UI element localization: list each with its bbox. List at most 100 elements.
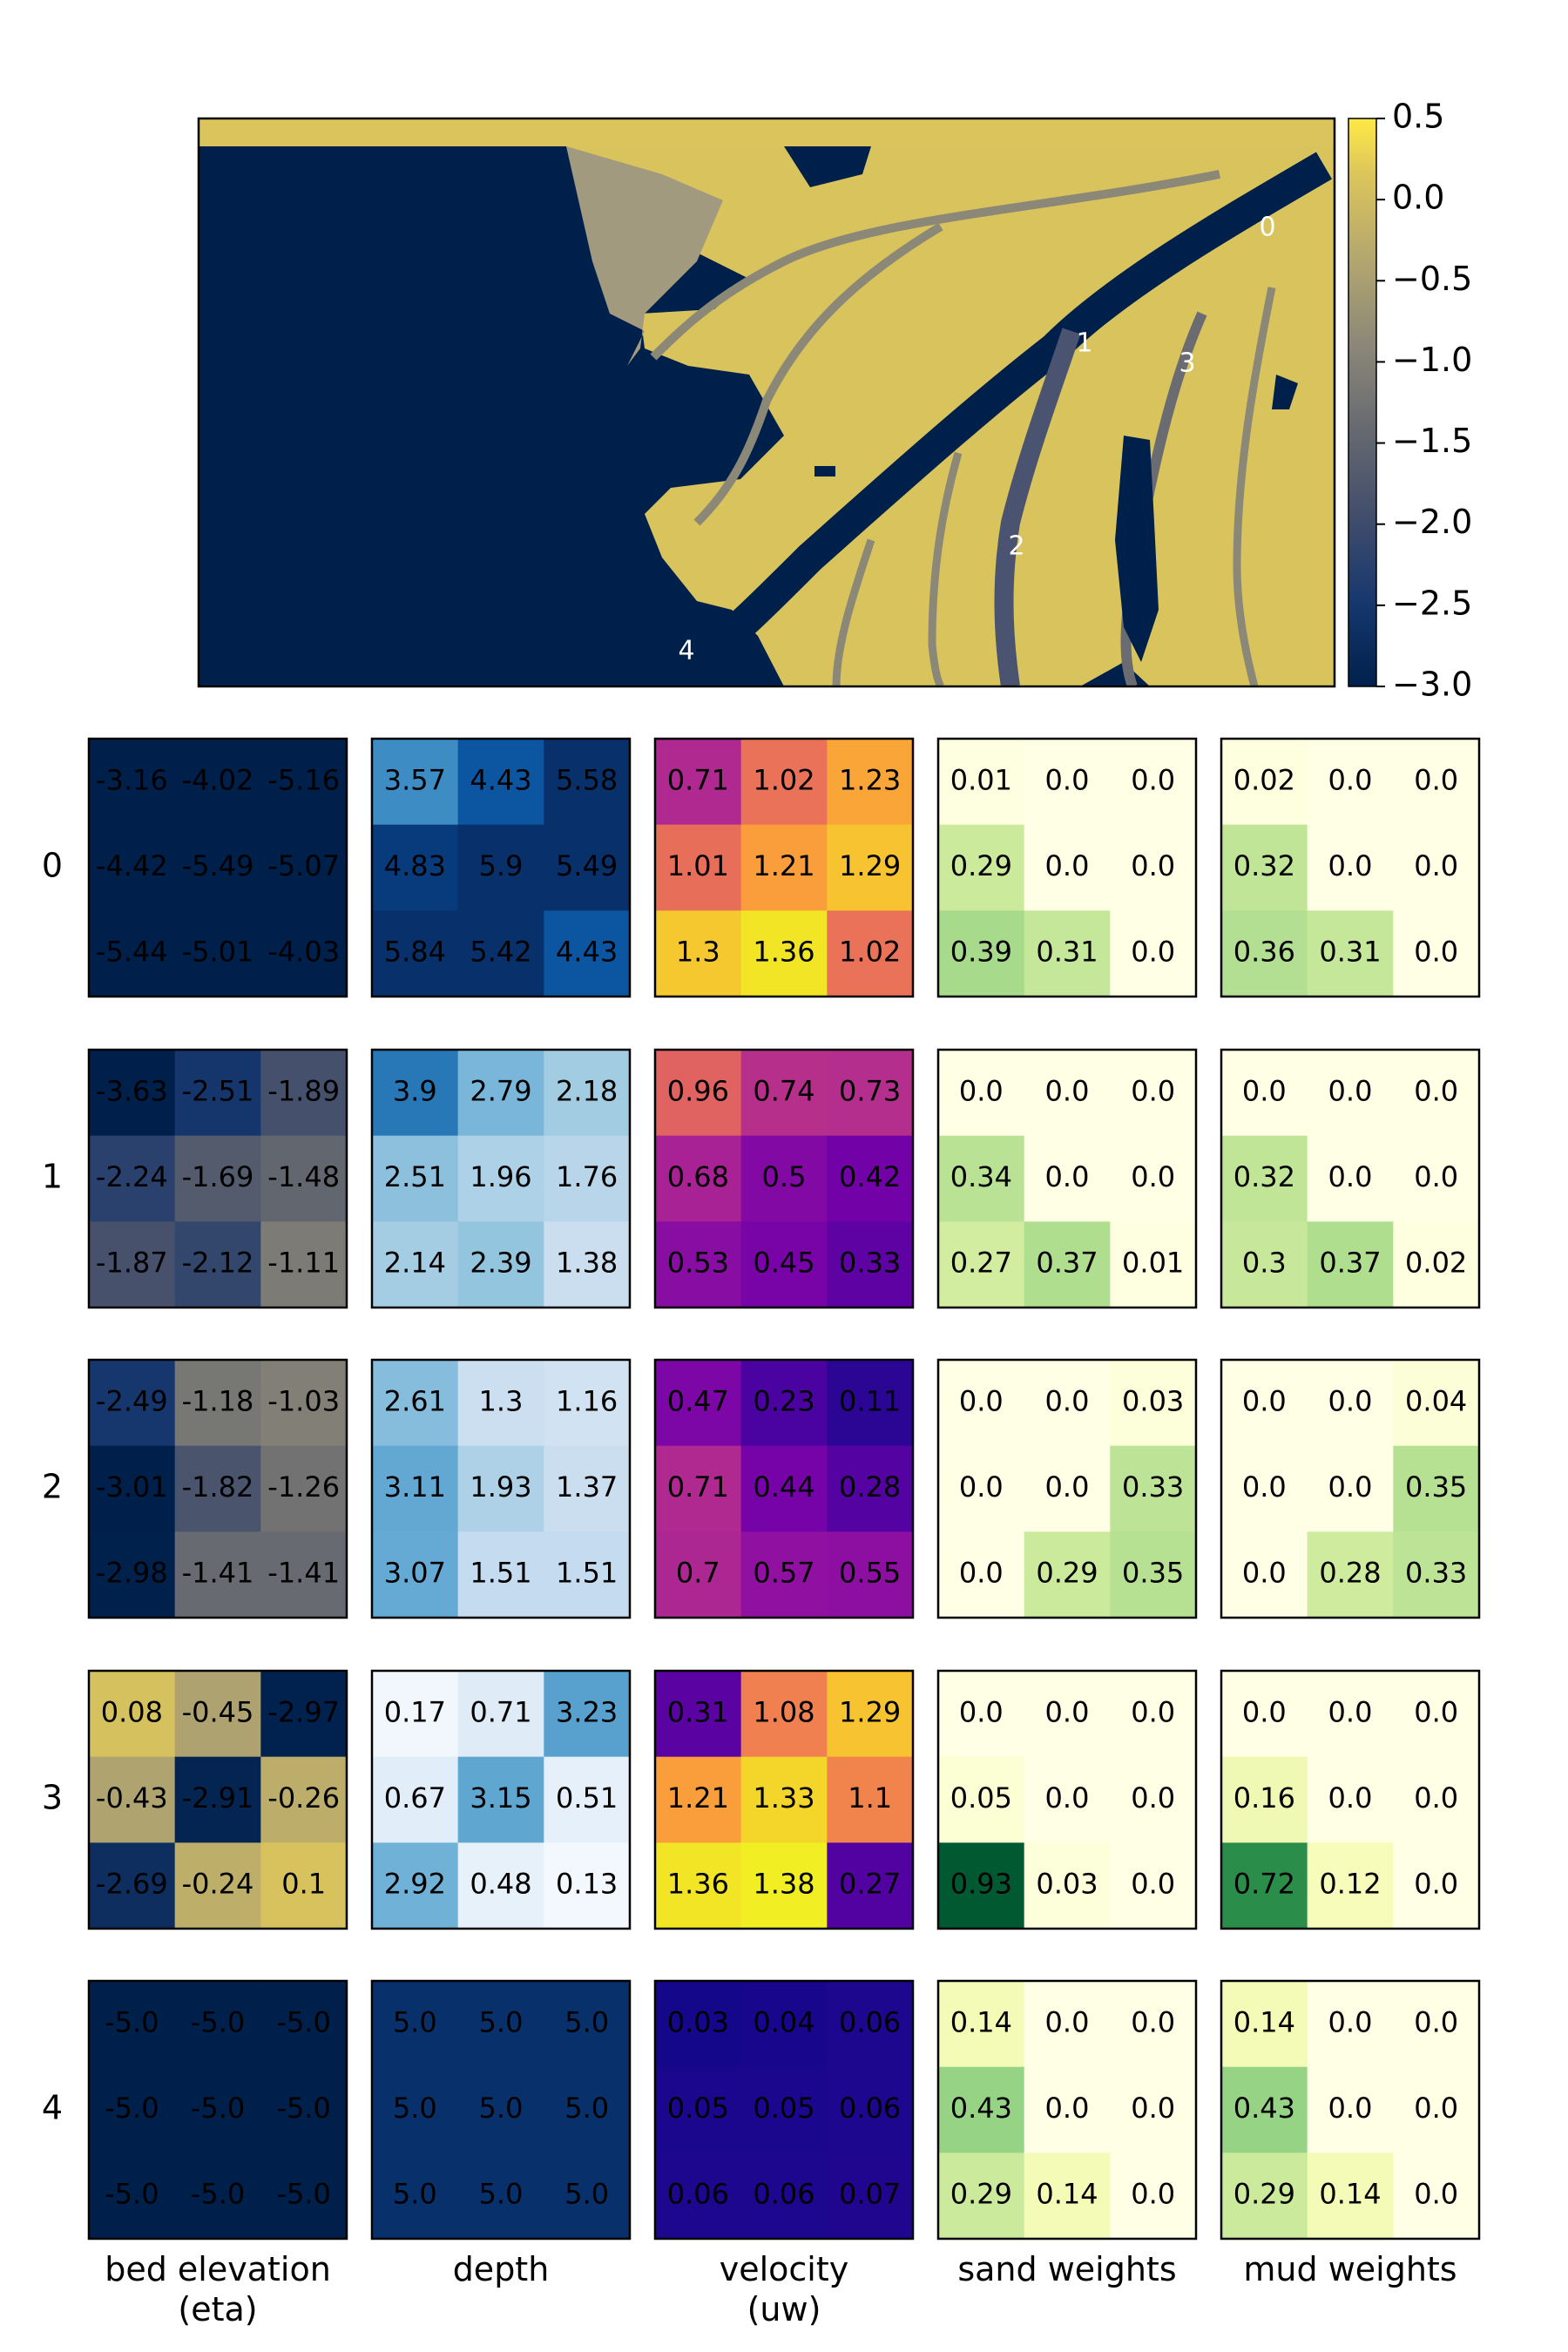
cell-value-label: 3.11 bbox=[384, 1470, 446, 1504]
panel-cell bbox=[372, 1221, 459, 1308]
row-label: 2 bbox=[42, 1468, 63, 1506]
cell-value-label: 0.27 bbox=[839, 1868, 901, 1901]
panel-cell bbox=[174, 1221, 261, 1308]
panel-cell bbox=[1393, 1221, 1480, 1308]
cell-value-label: 0.06 bbox=[839, 2005, 901, 2038]
colorbar-tick-label: −0.5 bbox=[1392, 260, 1472, 298]
cell-value-label: 0.0 bbox=[1045, 1384, 1090, 1417]
column-label: velocity (uw) bbox=[720, 2250, 849, 2328]
cell-value-label: 0.28 bbox=[1319, 1557, 1381, 1590]
panel-cell bbox=[457, 910, 544, 997]
panel-cell bbox=[372, 1050, 459, 1137]
cell-value-label: 5.84 bbox=[384, 936, 446, 969]
panel-cell bbox=[938, 1842, 1025, 1930]
cell-value-label: 0.1 bbox=[281, 1868, 326, 1901]
cell-value-label: 0.37 bbox=[1319, 1247, 1381, 1280]
panel-cell bbox=[655, 1445, 742, 1532]
cell-value-label: 5.0 bbox=[564, 2005, 609, 2038]
cell-value-label: -1.26 bbox=[267, 1470, 340, 1504]
cell-value-label: 0.3 bbox=[1242, 1247, 1287, 1280]
cell-value-label: 1.36 bbox=[753, 936, 814, 969]
cell-value-label: 1.02 bbox=[753, 763, 814, 796]
panel-cell bbox=[260, 2153, 348, 2240]
cell-value-label: 0.0 bbox=[1414, 1781, 1458, 1815]
channel-f bbox=[832, 538, 875, 686]
panel-cell bbox=[740, 2066, 828, 2153]
panel-cell bbox=[1110, 910, 1197, 997]
cell-value-label: 0.51 bbox=[556, 1781, 618, 1815]
panel-cell bbox=[174, 2066, 261, 2153]
panel-cell bbox=[1024, 1842, 1111, 1930]
panel-cell bbox=[174, 1360, 261, 1447]
cell-value-label: 0.0 bbox=[1414, 1074, 1458, 1107]
cell-value-label: 1.01 bbox=[667, 849, 729, 882]
cell-value-label: 0.31 bbox=[1319, 936, 1381, 969]
panel-cell bbox=[827, 1531, 914, 1619]
panel-cell bbox=[1393, 739, 1480, 826]
cell-value-label: 0.02 bbox=[1405, 1247, 1467, 1280]
cell-value-label: 0.93 bbox=[950, 1868, 1012, 1901]
cell-value-label: 0.0 bbox=[1328, 1470, 1373, 1504]
panel-cell bbox=[655, 1531, 742, 1619]
panel-frame bbox=[936, 737, 1198, 998]
cell-value-label: -1.48 bbox=[267, 1160, 340, 1193]
panel-cell bbox=[1221, 1981, 1308, 2068]
cell-value-label: 0.53 bbox=[667, 1247, 729, 1280]
sample-panel: 0.0 0.0 0.03 0.0 0.0 0.33 0.0 0.29 0.35 bbox=[936, 1358, 1198, 1619]
cell-value-label: 0.0 bbox=[1131, 849, 1175, 882]
panel-cell bbox=[457, 824, 544, 911]
cell-value-label: 1.93 bbox=[470, 1470, 531, 1504]
cell-value-label: 0.0 bbox=[1414, 1695, 1458, 1728]
cell-value-label: -0.24 bbox=[182, 1868, 254, 1901]
panel-cell bbox=[655, 1842, 742, 1930]
panel-cell bbox=[740, 1445, 828, 1532]
panel-cell bbox=[457, 1981, 544, 2068]
panel-cell bbox=[827, 2066, 914, 2153]
panel-cell bbox=[544, 1445, 631, 1532]
cell-value-label: 0.0 bbox=[959, 1695, 1004, 1728]
panel-cell bbox=[89, 910, 176, 997]
panel-cell bbox=[1221, 2153, 1308, 2240]
lagoon-1 bbox=[1115, 436, 1159, 662]
column-label: bed elevation (eta) bbox=[105, 2250, 331, 2328]
panel-cell bbox=[740, 1981, 828, 2068]
colorbar-tick-label: −2.0 bbox=[1392, 503, 1472, 541]
cell-value-label: -1.87 bbox=[96, 1247, 168, 1280]
panel-frame bbox=[87, 1669, 348, 1930]
panel-cell bbox=[372, 1135, 459, 1222]
cell-value-label: 0.0 bbox=[1131, 763, 1175, 796]
panel-cell bbox=[1393, 824, 1480, 911]
cell-value-label: 0.0 bbox=[1414, 763, 1458, 796]
panel-cell bbox=[1307, 2153, 1394, 2240]
colorbar-tick-label: −2.5 bbox=[1392, 584, 1472, 622]
panel-cell bbox=[1024, 1135, 1111, 1222]
panel-cell bbox=[1110, 1135, 1197, 1222]
panel-frame bbox=[1220, 1669, 1481, 1930]
cell-value-label: 0.67 bbox=[384, 1781, 446, 1815]
cell-value-label: 0.0 bbox=[1131, 2005, 1175, 2038]
panel-cell bbox=[1221, 910, 1308, 997]
sample-panel: 0.0 0.0 0.0 0.05 0.0 0.0 0.93 0.03 0.0 bbox=[936, 1669, 1198, 1930]
cell-value-label: 3.9 bbox=[393, 1074, 437, 1107]
cell-value-label: -5.0 bbox=[191, 2092, 245, 2125]
panel-cell bbox=[1221, 1756, 1308, 1843]
panel-cell bbox=[827, 1050, 914, 1137]
panel-cell bbox=[457, 739, 544, 826]
cell-value-label: 5.0 bbox=[564, 2178, 609, 2211]
panel-cell bbox=[260, 1842, 348, 1930]
sample-panel: -3.16 -4.02 -5.16 -4.42 -5.49 -5.07 -5.44 -5.01… bbox=[87, 737, 348, 998]
cell-value-label: 0.11 bbox=[839, 1384, 901, 1417]
panel-cell bbox=[1024, 910, 1111, 997]
panel-cell bbox=[938, 1981, 1025, 2068]
cell-value-label: 0.01 bbox=[950, 763, 1012, 796]
panel-cell bbox=[1024, 739, 1111, 826]
panel-cell bbox=[1307, 1360, 1394, 1447]
cell-value-label: -5.07 bbox=[267, 849, 340, 882]
panel-cell bbox=[1110, 824, 1197, 911]
pond bbox=[814, 466, 835, 476]
cell-value-label: -1.82 bbox=[182, 1470, 254, 1504]
panel-cell bbox=[1221, 2066, 1308, 2153]
panel-cell bbox=[1110, 1360, 1197, 1447]
cell-value-label: -1.41 bbox=[267, 1557, 340, 1590]
